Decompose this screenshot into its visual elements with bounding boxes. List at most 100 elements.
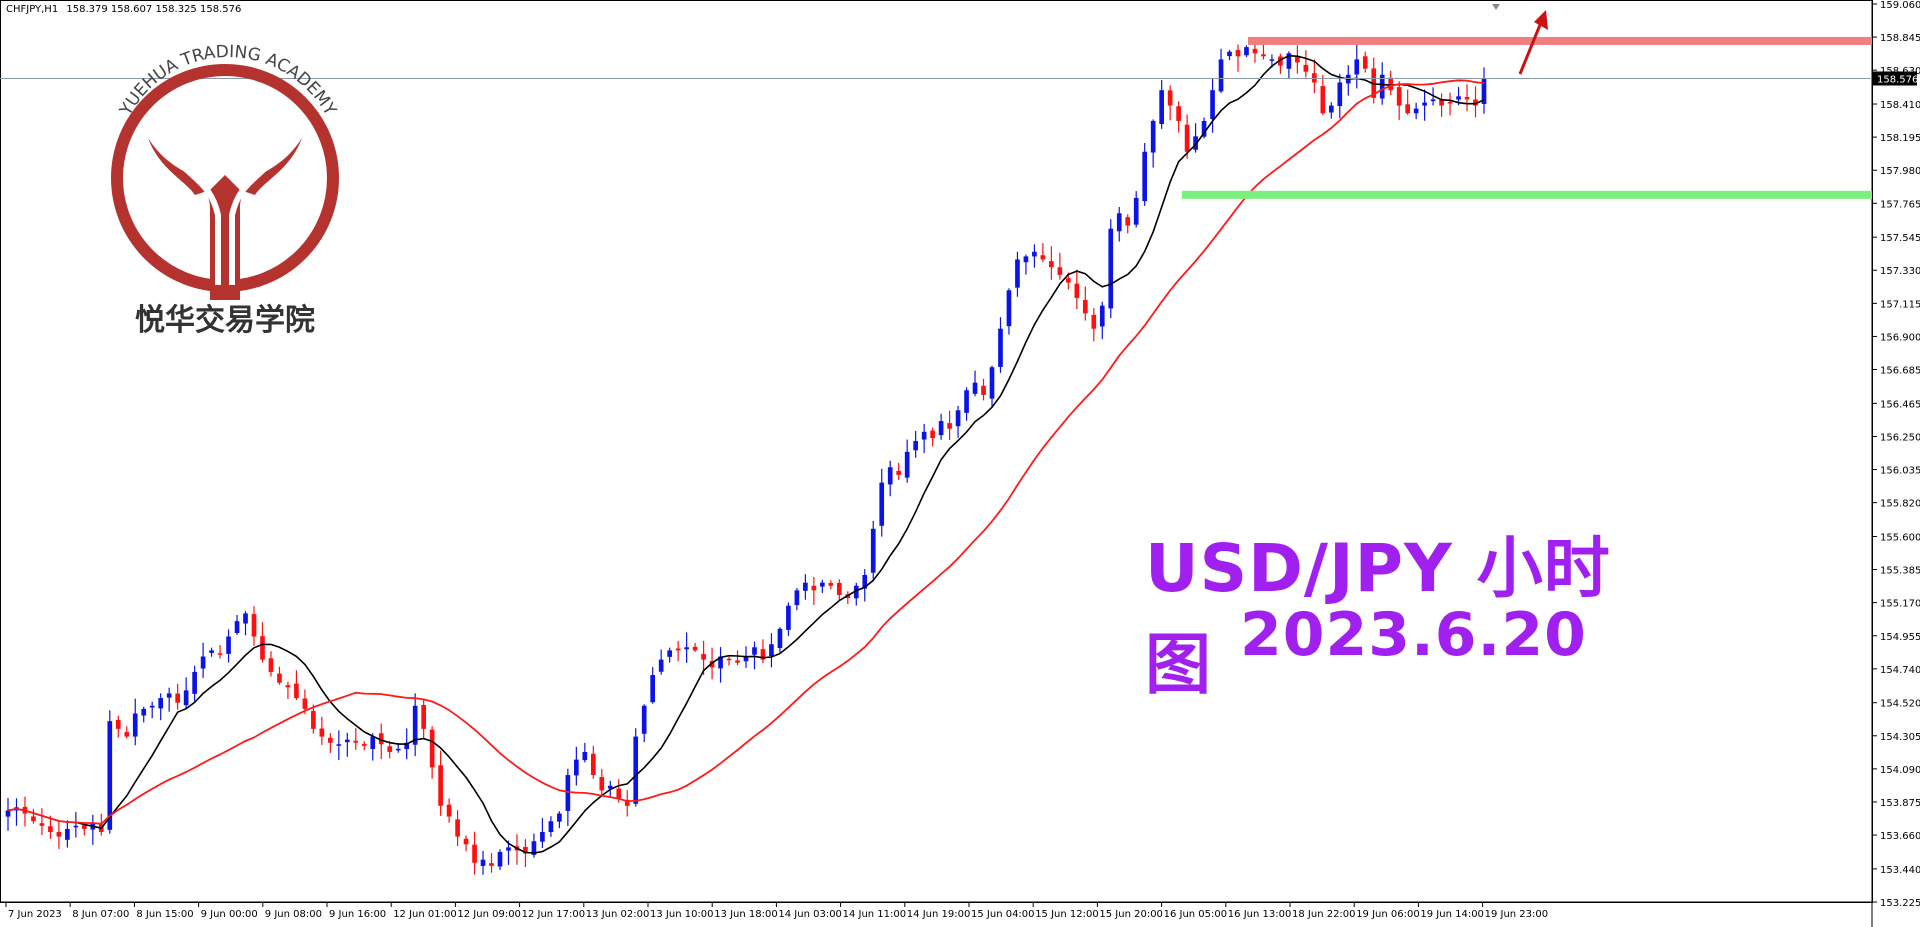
candle-body [590,753,596,776]
candle-body [353,740,359,743]
x-tick-label: 16 Jun 05:00 [1164,909,1228,920]
candle-body [887,467,893,485]
y-tick-label: 155.170 [1880,599,1920,610]
candle-body [777,628,783,649]
candle-body [31,816,36,822]
candle-body [692,646,698,651]
x-tick-label: 9 Jun 00:00 [201,909,258,920]
candle-body [684,647,689,650]
candle-body [1286,53,1292,69]
candle-body [998,328,1003,367]
candle-body [904,451,910,478]
candle-body [760,649,766,660]
candle-body [870,528,876,573]
candle-body [1057,267,1063,275]
candle-body [421,704,426,729]
x-tick-label: 15 Jun 04:00 [971,909,1035,920]
candle-body [319,728,325,737]
candle-body [1261,54,1266,57]
x-tick-label: 13 Jun 10:00 [650,909,714,920]
candle-body [1167,90,1173,106]
candle-body [1108,228,1114,309]
candle-body [149,705,155,708]
candle-body [930,430,935,438]
candle-body [1006,290,1012,327]
candle-body [633,736,639,804]
candle-body [429,729,435,768]
candle-body [565,775,571,811]
candle-body [743,656,749,662]
candle-body [1362,56,1368,69]
candle-body [455,819,460,837]
candle-body [1150,120,1156,153]
candle-body [1176,106,1181,121]
candle-body [370,736,376,750]
x-tick-label: 12 Jun 01:00 [393,909,457,920]
candle-body [234,621,240,634]
support-zone [1182,190,1872,199]
candle-body [395,748,401,751]
candle-body [1227,51,1232,57]
candle-body [701,654,706,660]
candle-body [1439,99,1444,106]
y-tick-label: 156.250 [1880,432,1920,443]
x-tick-label: 14 Jun 11:00 [843,909,907,920]
candle-body [718,656,723,669]
candle-body [820,582,825,587]
x-tick-label: 14 Jun 19:00 [907,909,971,920]
candle-body [1066,278,1071,283]
candle-body [1328,105,1334,113]
candle-body [1481,78,1487,105]
candle-body [752,647,757,655]
candle-body [192,671,197,694]
y-tick-label: 157.115 [1880,299,1920,310]
candle-body [1252,48,1258,54]
candle-body [650,674,656,703]
candle-body [260,636,265,660]
candle-body [735,660,740,663]
candle-body [56,831,62,837]
shift-marker-icon [1492,4,1500,10]
candle-body [243,613,248,624]
candle-body [726,658,732,661]
candle-body [387,746,393,752]
candle-body [65,828,70,840]
y-tick-label: 156.685 [1880,366,1920,377]
candle-body [344,739,350,743]
candle-body [947,423,952,429]
candle-body [1133,197,1139,225]
candle-body [582,751,588,761]
candle-body [124,732,130,737]
candle-body [1303,64,1309,72]
x-tick-label: 19 Jun 23:00 [1485,909,1549,920]
candle-body [1295,56,1300,63]
candle-body [786,605,791,630]
x-tick-label: 14 Jun 03:00 [778,909,842,920]
candle-body [658,659,664,672]
y-tick-label: 157.980 [1880,166,1920,177]
candle-body [1244,47,1249,56]
candle-body [1074,283,1080,298]
y-tick-label: 154.090 [1880,765,1920,776]
candle-body [82,825,87,829]
candle-body [1278,56,1283,66]
candle-body [1337,82,1343,107]
candle-body [209,650,214,653]
overlay-title: USD/JPY 小时图 [1145,530,1611,703]
y-tick-label: 156.900 [1880,332,1920,343]
candle-body [73,825,79,828]
x-tick-label: 13 Jun 02:00 [586,909,650,920]
candle-body [158,698,164,709]
academy-logo: YUEHUA TRADING ACADEMY 悦华交易学院 [111,42,340,338]
candle-body [277,673,282,683]
y-tick-label: 153.875 [1880,798,1920,809]
candle-body [989,367,995,399]
x-tick-label: 16 Jun 13:00 [1228,909,1292,920]
x-tick-label: 19 Jun 06:00 [1356,909,1420,920]
candle-body [1447,101,1453,104]
candle-body [480,859,486,866]
candle-body [964,390,969,413]
ohlc-values: 158.379 158.607 158.325 158.576 [66,4,242,15]
x-tick-label: 18 Jun 22:00 [1292,909,1356,920]
